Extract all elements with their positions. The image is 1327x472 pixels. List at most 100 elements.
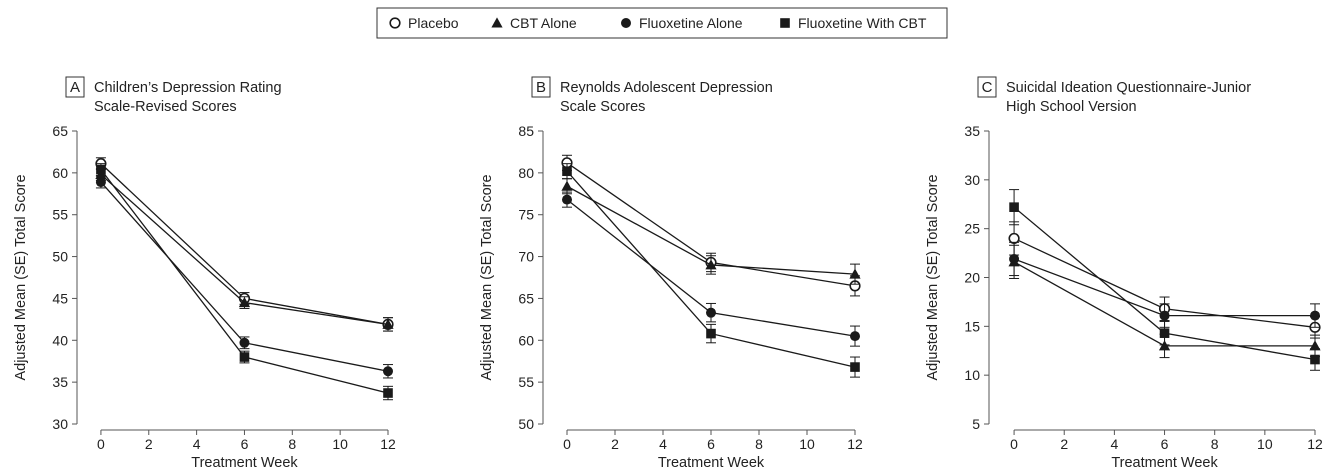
data-point <box>1310 354 1320 365</box>
x-tick-label: 8 <box>755 436 763 452</box>
y-tick-label: 10 <box>964 367 980 383</box>
legend-marker-cbt-alone <box>491 17 503 28</box>
y-tick-label: 65 <box>518 290 534 306</box>
x-axis-label: Treatment Week <box>1111 455 1218 471</box>
data-point <box>1009 202 1019 212</box>
series-fluoxetine-alone <box>1009 241 1320 328</box>
data-point <box>705 259 717 270</box>
y-tick-label: 85 <box>518 123 534 139</box>
x-tick-label: 6 <box>707 436 715 452</box>
x-tick-label: 12 <box>1307 436 1323 452</box>
data-point <box>706 307 716 318</box>
data-point <box>383 388 393 398</box>
x-tick-label: 10 <box>1257 436 1273 452</box>
legend-item-cbt-alone: CBT Alone <box>491 15 577 31</box>
data-point <box>239 337 250 348</box>
x-tick-label: 0 <box>1010 436 1018 452</box>
panel-letter: C <box>982 79 993 96</box>
y-axis-label: Adjusted Mean (SE) Total Score <box>13 174 29 380</box>
x-tick-label: 12 <box>847 436 863 452</box>
series-fluoxetine-with-cbt <box>1009 189 1320 371</box>
legend: Placebo CBT Alone Fluoxetine Alone Fluoxeti… <box>376 7 948 39</box>
data-point <box>238 297 251 308</box>
data-point <box>383 366 393 377</box>
legend-box <box>376 7 948 39</box>
series-placebo <box>561 154 861 297</box>
series-fluoxetine-with-cbt <box>562 163 860 378</box>
data-point <box>95 177 106 188</box>
data-point <box>1310 310 1320 321</box>
panel-title-line: Children’s Depression Rating <box>94 80 282 96</box>
x-tick-label: 6 <box>1161 436 1169 452</box>
y-axis-label: Adjusted Mean (SE) Total Score <box>925 174 941 380</box>
x-axis-label: Treatment Week <box>191 455 298 471</box>
x-tick-label: 10 <box>332 436 348 452</box>
x-axis-label: Treatment Week <box>658 455 765 471</box>
x-tick-label: 8 <box>288 436 296 452</box>
data-point <box>1309 340 1321 351</box>
y-tick-label: 30 <box>964 172 980 188</box>
series-cbt-alone <box>95 168 394 332</box>
x-tick-label: 2 <box>1060 436 1068 452</box>
data-point <box>849 268 861 279</box>
x-tick-label: 12 <box>380 436 396 452</box>
data-point <box>706 328 716 339</box>
series-fluoxetine-alone <box>562 191 860 347</box>
y-tick-label: 25 <box>964 221 980 237</box>
data-point <box>239 352 250 362</box>
series-cbt-alone <box>561 178 861 285</box>
y-tick-label: 15 <box>964 318 980 334</box>
y-tick-label: 45 <box>52 290 68 306</box>
y-tick-label: 20 <box>964 270 980 286</box>
series-fluoxetine-with-cbt <box>95 163 393 401</box>
y-tick-label: 55 <box>518 374 534 390</box>
x-tick-label: 4 <box>1110 436 1118 452</box>
panel-letter-box <box>65 76 85 98</box>
y-tick-label: 75 <box>518 207 534 223</box>
legend-label: CBT Alone <box>510 15 577 31</box>
x-tick-label: 4 <box>193 436 201 452</box>
legend-marker-fluoxetine-alone <box>621 18 631 28</box>
x-tick-label: 8 <box>1211 436 1219 452</box>
legend-marker-placebo <box>389 17 401 29</box>
legend-label: Placebo <box>408 15 459 31</box>
data-point <box>561 180 573 191</box>
panel-title-line: Scale Scores <box>560 99 645 115</box>
data-point <box>1009 253 1020 264</box>
legend-label: Fluoxetine With CBT <box>798 15 927 31</box>
y-tick-label: 55 <box>52 207 68 223</box>
data-point <box>382 318 394 329</box>
panel-title-line: Suicidal Ideation Questionnaire-Junior <box>1006 80 1251 96</box>
panel-title-line: Scale-Revised Scores <box>94 99 237 115</box>
panel-letter: A <box>70 79 80 96</box>
y-tick-label: 60 <box>52 165 68 181</box>
panel-a: A Children’s Depression Rating Scale-Revis… <box>13 76 396 471</box>
data-point <box>96 164 106 175</box>
data-point <box>850 362 860 372</box>
data-point <box>562 194 572 205</box>
data-point <box>1008 232 1020 245</box>
panel-title-line: High School Version <box>1006 99 1137 115</box>
y-tick-label: 35 <box>52 374 68 390</box>
legend-item-fluoxetine-alone: Fluoxetine Alone <box>621 15 743 31</box>
legend-item-placebo: Placebo <box>389 15 459 31</box>
panel-b: B Reynolds Adolescent Depression Scale Sco… <box>479 76 863 471</box>
legend-label: Fluoxetine Alone <box>639 15 743 31</box>
x-tick-label: 2 <box>611 436 619 452</box>
legend-marker-fluoxetine-with-cbt <box>780 18 790 28</box>
data-point <box>850 331 860 342</box>
y-tick-label: 30 <box>52 416 68 432</box>
panel-title-line: Reynolds Adolescent Depression <box>560 80 773 96</box>
y-tick-label: 60 <box>518 332 534 348</box>
data-point <box>1159 310 1170 321</box>
y-tick-label: 40 <box>52 332 68 348</box>
x-tick-label: 10 <box>799 436 815 452</box>
y-tick-label: 70 <box>518 249 534 265</box>
panel-letter-box <box>531 76 551 98</box>
data-point <box>1159 328 1170 338</box>
x-tick-label: 0 <box>563 436 571 452</box>
y-axis-label: Adjusted Mean (SE) Total Score <box>479 174 495 380</box>
y-tick-label: 50 <box>518 416 534 432</box>
panel-letter-box <box>977 76 997 98</box>
